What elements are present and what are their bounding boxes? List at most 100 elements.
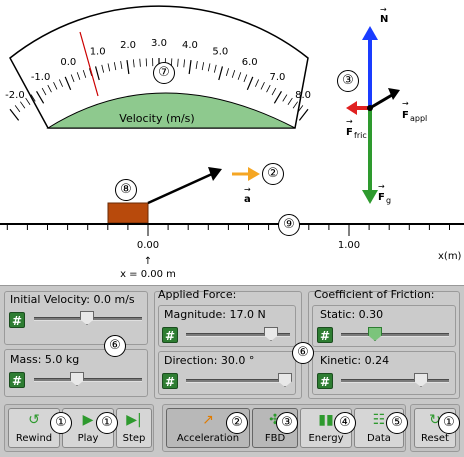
gauge-tick-label: -1.0 — [31, 72, 51, 83]
direction-entry-button[interactable]: # — [162, 373, 178, 389]
gauge-minor-tick — [201, 62, 205, 71]
svg-text:→: → — [378, 182, 385, 191]
gauge-minor-tick — [292, 101, 298, 109]
magnitude-group — [158, 305, 296, 347]
gauge-tick-label: 3.0 — [151, 38, 167, 49]
direction-slider-thumb[interactable] — [278, 373, 292, 387]
mass-label: Mass: 5.0 kg — [10, 353, 80, 366]
kinetic-entry-button[interactable]: # — [317, 373, 333, 389]
energy-label: Energy — [308, 433, 344, 444]
rewind-icon: ↺ — [28, 412, 40, 428]
gauge-minor-tick — [225, 68, 230, 77]
gauge-major-tick — [94, 66, 100, 81]
gauge-major-tick — [273, 90, 282, 104]
gauge-minor-tick — [183, 59, 186, 68]
gauge-minor-tick — [231, 70, 236, 78]
direction-label: Direction: 30.0 ° — [164, 354, 255, 367]
static-slider-thumb[interactable] — [368, 327, 382, 341]
kinetic-slider-track[interactable] — [341, 379, 449, 383]
kinetic-slider-thumb[interactable] — [414, 373, 428, 387]
gauge-minor-tick — [260, 82, 265, 90]
gauge-major-tick — [298, 108, 309, 121]
rewind-button[interactable]: ↺ Rewind — [8, 408, 60, 448]
gauge-minor-tick — [25, 97, 31, 105]
initial-velocity-entry-button[interactable]: # — [9, 312, 25, 328]
gauge-minor-tick — [58, 79, 63, 87]
applied-force-title: Applied Force: — [158, 288, 237, 301]
kinetic-group — [312, 351, 456, 395]
gauge-tick-label: 5.0 — [212, 47, 228, 58]
ruler-tick-0: 0.00 — [137, 240, 159, 251]
gauge-minor-tick — [82, 70, 87, 78]
gauge-major-tick — [126, 60, 130, 75]
gauge-minor-tick — [20, 101, 26, 109]
position-marker-arrow: ↑ — [144, 256, 152, 267]
energy-bar-icon: ▮▮ — [318, 412, 334, 428]
callout-9: ⑨ — [278, 214, 300, 236]
friction-title: Coefficient of Friction: — [314, 288, 435, 301]
callout-5-data: ⑤ — [386, 412, 408, 434]
callout-8: ⑧ — [115, 179, 137, 201]
mass-slider-track[interactable] — [34, 378, 142, 382]
step-button[interactable]: ▶| Step — [116, 408, 152, 448]
gauge-minor-tick — [76, 72, 81, 80]
gauge-minor-tick — [30, 94, 36, 102]
gauge-minor-tick — [287, 97, 293, 105]
ground-ruler: 0.00 1.00 x(m) ↑ x = 0.00 m — [0, 223, 464, 280]
acceleration-button-label: Acceleration — [176, 433, 240, 444]
static-label: Static: 0.30 — [320, 308, 384, 321]
play-label: Play — [77, 433, 99, 444]
direction-slider-track[interactable] — [186, 379, 290, 383]
gauge-tick-label: 8.0 — [295, 90, 311, 101]
callout-6-left: ⑥ — [104, 335, 126, 357]
callout-1-reset: ① — [438, 412, 460, 434]
ruler-tick-1: 1.00 — [338, 240, 360, 251]
magnitude-slider-track[interactable] — [186, 333, 290, 337]
magnitude-entry-button[interactable]: # — [162, 327, 178, 343]
simulation-canvas: -2.0 -1.0 0.0 1.0 2.0 3.0 4.0 5.0 6.0 7.0 8.0 Velo… — [0, 5, 464, 280]
initial-velocity-label: Initial Velocity: 0.0 m/s — [10, 293, 135, 306]
initial-velocity-slider-thumb[interactable] — [80, 311, 94, 325]
acceleration-icon: ↗ — [202, 412, 214, 428]
gauge-minor-tick — [282, 94, 288, 102]
gauge-tick-label: 0.0 — [60, 57, 76, 68]
block[interactable] — [107, 202, 149, 224]
callout-2: ② — [262, 163, 284, 185]
gauge-minor-tick — [41, 87, 47, 96]
mass-slider-thumb[interactable] — [70, 372, 84, 386]
direction-group — [158, 351, 296, 395]
gauge-minor-tick — [88, 68, 93, 77]
step-icon: ▶| — [126, 412, 142, 428]
gauge-minor-tick — [243, 74, 248, 83]
gauge-minor-tick — [14, 105, 21, 113]
gauge-minor-tick — [107, 63, 111, 72]
gauge-minor-tick — [139, 58, 141, 67]
svg-text:→: → — [402, 99, 409, 108]
gauge-minor-tick — [271, 87, 277, 96]
gauge-minor-tick — [297, 105, 304, 113]
gauge-tick-label: 4.0 — [182, 40, 198, 51]
gauge-minor-tick — [101, 64, 105, 73]
callout-2-accel: ② — [226, 412, 248, 434]
applied-force-sub: appl — [410, 114, 427, 123]
applied-force-arrow[interactable] — [147, 167, 222, 205]
gauge-major-tick — [64, 76, 72, 91]
gauge-minor-tick — [177, 58, 179, 67]
gauge-major-tick — [188, 60, 192, 75]
static-slider-track[interactable] — [341, 333, 449, 337]
callout-4-energy: ④ — [334, 412, 356, 434]
fbd-label: FBD — [264, 433, 286, 444]
play-icon: ▶ — [82, 412, 94, 428]
gauge-major-tick — [246, 76, 254, 91]
fbd-icon: ✣ — [269, 412, 281, 428]
gauge-minor-tick — [132, 59, 135, 68]
gauge-tick-label: 1.0 — [90, 47, 106, 58]
gauge-minor-tick — [266, 84, 271, 93]
friction-force-sub: fric — [354, 131, 367, 140]
data-label: Data — [367, 433, 391, 444]
static-entry-button[interactable]: # — [317, 327, 333, 343]
kinetic-label: Kinetic: 0.24 — [320, 354, 390, 367]
magnitude-slider-thumb[interactable] — [264, 327, 278, 341]
mass-entry-button[interactable]: # — [9, 372, 25, 388]
callout-7: ⑦ — [153, 62, 175, 84]
